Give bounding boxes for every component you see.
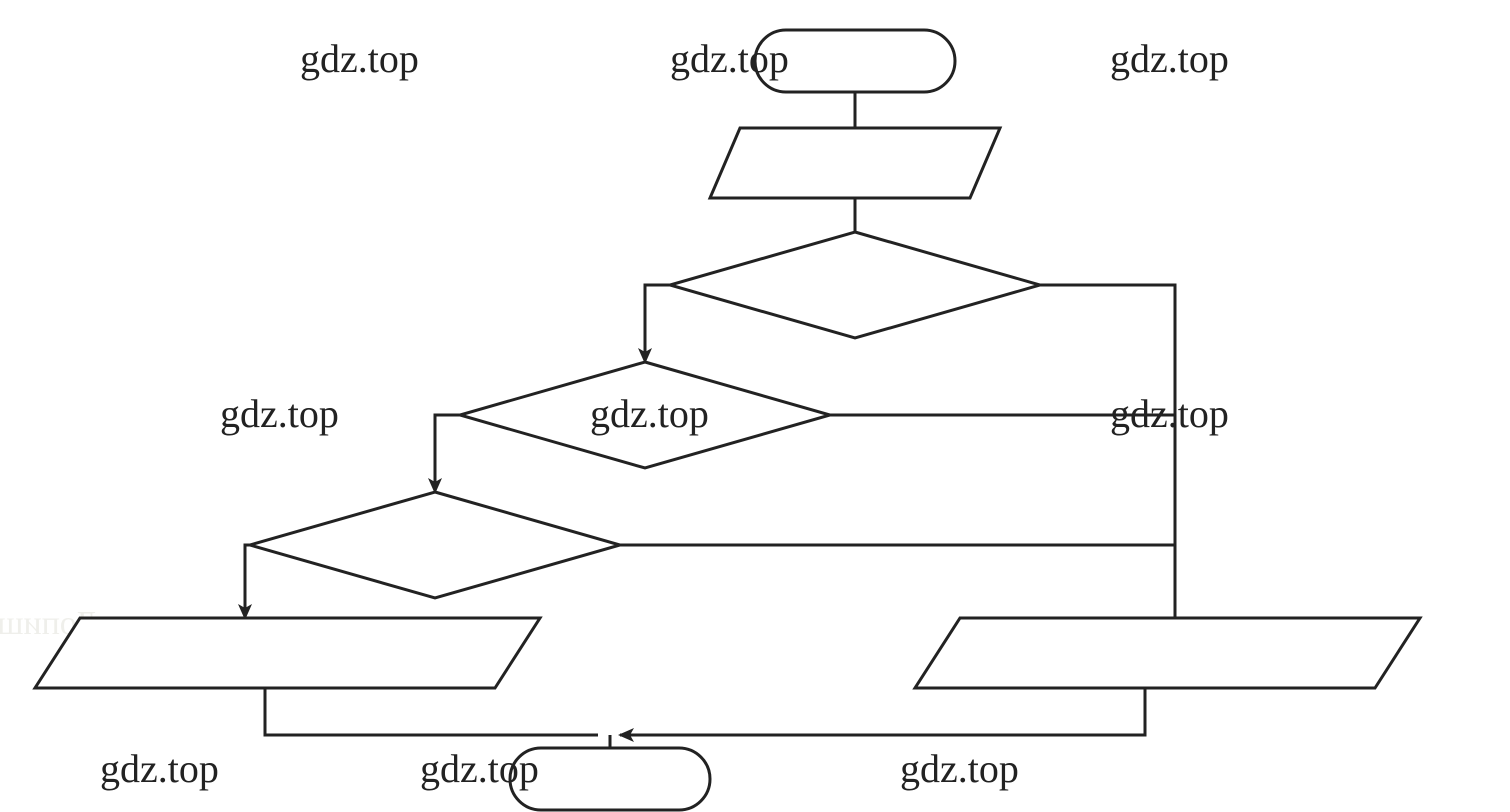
watermark-6: gdz.top — [1110, 390, 1229, 437]
edge-dec1-right — [1040, 285, 1175, 618]
watermark-4: gdz.top — [220, 390, 339, 437]
edge-dec2-dec3 — [435, 415, 460, 492]
watermark-5: gdz.top — [590, 390, 709, 437]
edge-dec3-ioleft — [245, 545, 250, 618]
watermark-7: gdz.top — [100, 745, 219, 792]
edge-ioright-end — [620, 688, 1145, 735]
watermark-8: gdz.top — [420, 745, 539, 792]
edge-dec1-dec2 — [645, 285, 670, 362]
watermark-9: gdz.top — [900, 745, 1019, 792]
watermark-2: gdz.top — [670, 35, 789, 82]
io-output-left — [35, 618, 540, 688]
decision-3 — [250, 492, 620, 598]
edge-ioleft-end — [265, 688, 598, 735]
watermark-1: gdz.top — [300, 35, 419, 82]
decision-1 — [670, 232, 1040, 338]
watermark-3: gdz.top — [1110, 35, 1229, 82]
terminal-end — [510, 748, 710, 810]
io-input — [710, 128, 1000, 198]
io-output-right — [915, 618, 1420, 688]
